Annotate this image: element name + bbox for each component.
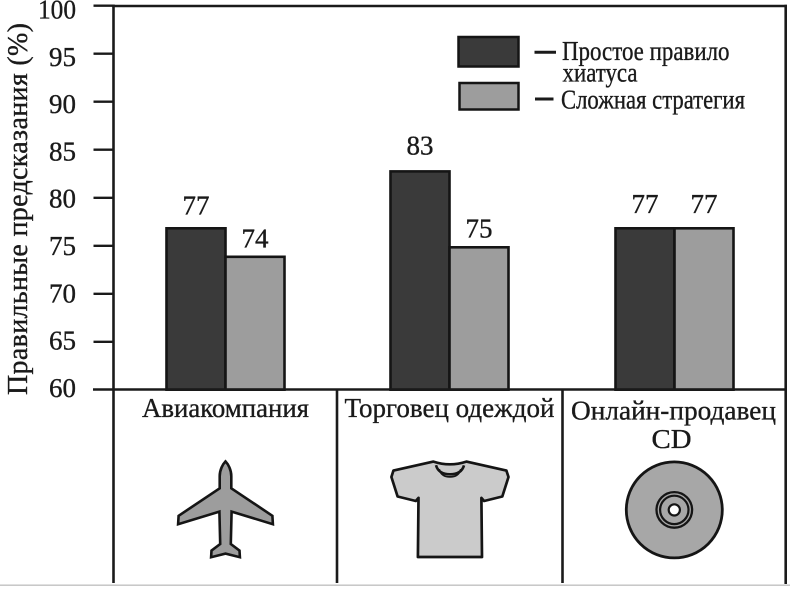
svg-text:90: 90 <box>49 89 76 119</box>
svg-text:Правильные предсказания (%): Правильные предсказания (%) <box>3 23 34 395</box>
svg-text:Онлайн-продавец: Онлайн-продавец <box>571 395 776 426</box>
svg-text:95: 95 <box>49 42 76 72</box>
svg-text:60: 60 <box>49 373 76 403</box>
svg-text:65: 65 <box>49 326 76 356</box>
svg-text:Сложная стратегия: Сложная стратегия <box>561 84 745 114</box>
svg-text:77: 77 <box>632 189 659 219</box>
svg-text:Простое правило: Простое правило <box>562 36 730 66</box>
svg-text:Авиакомпания: Авиакомпания <box>142 392 309 423</box>
svg-text:75: 75 <box>466 214 493 244</box>
svg-text:75: 75 <box>49 231 76 261</box>
svg-text:83: 83 <box>407 131 434 161</box>
svg-text:80: 80 <box>49 184 76 214</box>
svg-text:74: 74 <box>242 224 270 254</box>
svg-text:Торговец одеждой: Торговец одеждой <box>345 392 555 423</box>
svg-text:77: 77 <box>691 189 718 219</box>
svg-text:85: 85 <box>49 136 76 166</box>
svg-text:70: 70 <box>49 278 76 308</box>
svg-text:хиатуса: хиатуса <box>563 58 638 88</box>
svg-text:77: 77 <box>183 191 210 221</box>
svg-text:100: 100 <box>38 0 76 25</box>
svg-text:CD: CD <box>652 423 692 454</box>
